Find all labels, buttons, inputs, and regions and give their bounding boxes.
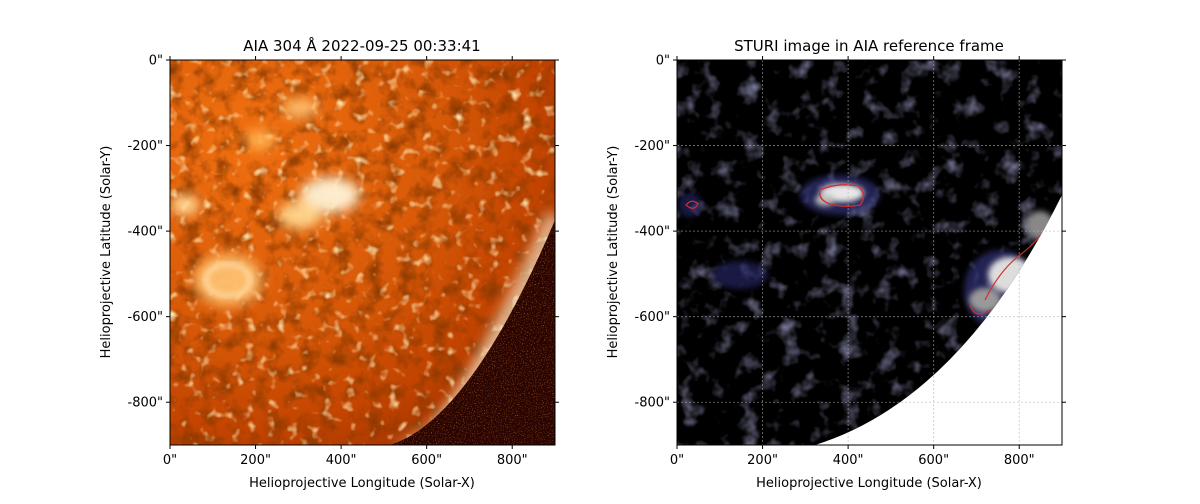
aia-title: AIA 304 Å 2022-09-25 00:33:41 bbox=[243, 36, 480, 55]
x-tick-label: 0" bbox=[670, 453, 684, 468]
y-tick-label: -600" bbox=[635, 310, 670, 325]
x-tick-label: 200" bbox=[240, 453, 271, 468]
aia-xlabel: Helioprojective Longitude (Solar-X) bbox=[249, 476, 475, 491]
x-tick-label: 600" bbox=[411, 453, 442, 468]
x-tick-label: 400" bbox=[833, 453, 864, 468]
sturi-ylabel: Helioprojective Latitude (Solar-Y) bbox=[606, 146, 621, 359]
sturi-xlabel: Helioprojective Longitude (Solar-X) bbox=[756, 476, 982, 491]
y-tick-label: 0" bbox=[656, 54, 670, 69]
y-tick-label: -400" bbox=[635, 225, 670, 240]
y-tick-label: -200" bbox=[128, 139, 163, 154]
x-tick-label: 800" bbox=[497, 453, 528, 468]
aia-panel: AIA 304 Å 2022-09-25 00:33:41 0" 0" 200" -2… bbox=[99, 36, 559, 491]
aia-image bbox=[170, 60, 555, 445]
x-tick-label: 200" bbox=[747, 453, 778, 468]
x-tick-label: 0" bbox=[163, 453, 177, 468]
x-tick-label: 800" bbox=[1004, 453, 1035, 468]
aia-ticks: 0" 0" 200" -200" 400" -400" 600" -600" 800" -800" bbox=[128, 54, 559, 468]
y-tick-label: -800" bbox=[128, 396, 163, 411]
x-tick-label: 400" bbox=[326, 453, 357, 468]
aia-ylabel: Helioprojective Latitude (Solar-Y) bbox=[99, 146, 114, 359]
y-tick-label: -400" bbox=[128, 225, 163, 240]
sturi-grid bbox=[677, 60, 1062, 445]
sturi-ticks: 0" 0" 200" -200" 400" -400" 600" -600" 800" -800" bbox=[635, 54, 1066, 468]
sturi-title: STURI image in AIA reference frame bbox=[734, 37, 1004, 55]
y-tick-label: 0" bbox=[149, 54, 163, 69]
y-tick-label: -800" bbox=[635, 396, 670, 411]
sturi-panel: STURI image in AIA reference frame 0" 0" 2… bbox=[606, 37, 1066, 491]
sturi-image bbox=[677, 60, 1062, 445]
x-tick-label: 600" bbox=[918, 453, 949, 468]
y-tick-label: -200" bbox=[635, 139, 670, 154]
y-tick-label: -600" bbox=[128, 310, 163, 325]
sturi-axes-frame bbox=[676, 59, 1063, 446]
aia-axes-frame bbox=[169, 59, 556, 446]
